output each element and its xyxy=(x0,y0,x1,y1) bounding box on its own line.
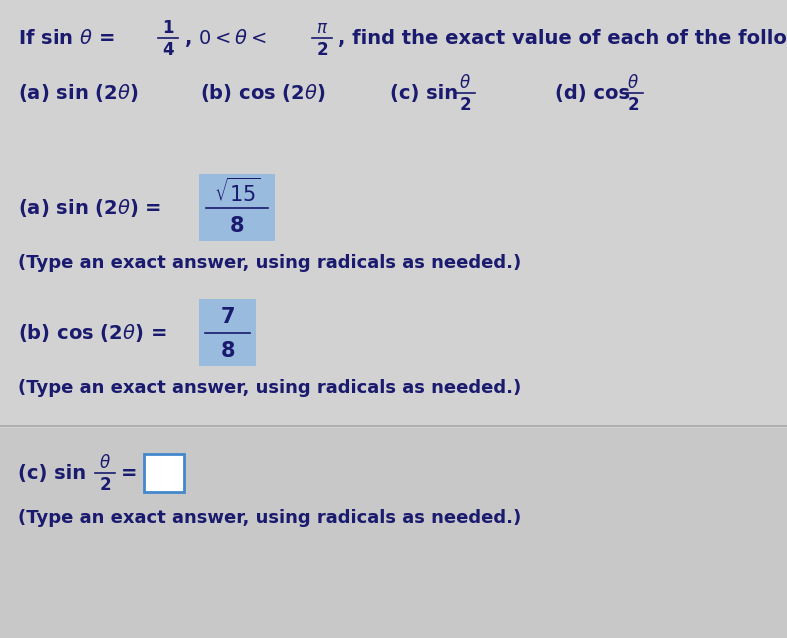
Text: 4: 4 xyxy=(162,41,174,59)
Text: =: = xyxy=(121,463,138,482)
Text: (a) sin (2$\theta$) =: (a) sin (2$\theta$) = xyxy=(18,197,161,219)
Text: 2: 2 xyxy=(99,476,111,494)
Text: (Type an exact answer, using radicals as needed.): (Type an exact answer, using radicals as… xyxy=(18,379,521,397)
Text: 2: 2 xyxy=(316,41,328,59)
Text: (b) cos (2$\theta$): (b) cos (2$\theta$) xyxy=(200,82,326,104)
Text: , $0<\theta<$: , $0<\theta<$ xyxy=(184,27,267,49)
FancyBboxPatch shape xyxy=(0,0,787,428)
Text: 2: 2 xyxy=(459,96,471,114)
FancyBboxPatch shape xyxy=(199,299,256,366)
Text: (d) cos: (d) cos xyxy=(555,84,630,103)
Text: 1: 1 xyxy=(162,19,174,37)
Text: , find the exact value of each of the following.: , find the exact value of each of the fo… xyxy=(338,29,787,47)
Text: (c) sin: (c) sin xyxy=(18,463,86,482)
Text: 8: 8 xyxy=(230,216,244,236)
Text: 7: 7 xyxy=(220,307,235,327)
Text: (a) sin (2$\theta$): (a) sin (2$\theta$) xyxy=(18,82,139,104)
Text: $\sqrt{15}$: $\sqrt{15}$ xyxy=(214,178,260,206)
Text: $\theta$: $\theta$ xyxy=(99,454,111,472)
Text: $\theta$: $\theta$ xyxy=(627,74,639,92)
Text: $\pi$: $\pi$ xyxy=(316,19,328,37)
FancyBboxPatch shape xyxy=(199,174,275,241)
Text: (b) cos (2$\theta$) =: (b) cos (2$\theta$) = xyxy=(18,322,166,344)
Text: If sin $\theta$ =: If sin $\theta$ = xyxy=(18,29,115,47)
Text: (c) sin: (c) sin xyxy=(390,84,458,103)
FancyBboxPatch shape xyxy=(144,454,184,492)
Text: 2: 2 xyxy=(627,96,639,114)
Text: (Type an exact answer, using radicals as needed.): (Type an exact answer, using radicals as… xyxy=(18,509,521,527)
Text: $\theta$: $\theta$ xyxy=(459,74,471,92)
Text: (Type an exact answer, using radicals as needed.): (Type an exact answer, using radicals as… xyxy=(18,254,521,272)
Text: 8: 8 xyxy=(220,341,235,361)
